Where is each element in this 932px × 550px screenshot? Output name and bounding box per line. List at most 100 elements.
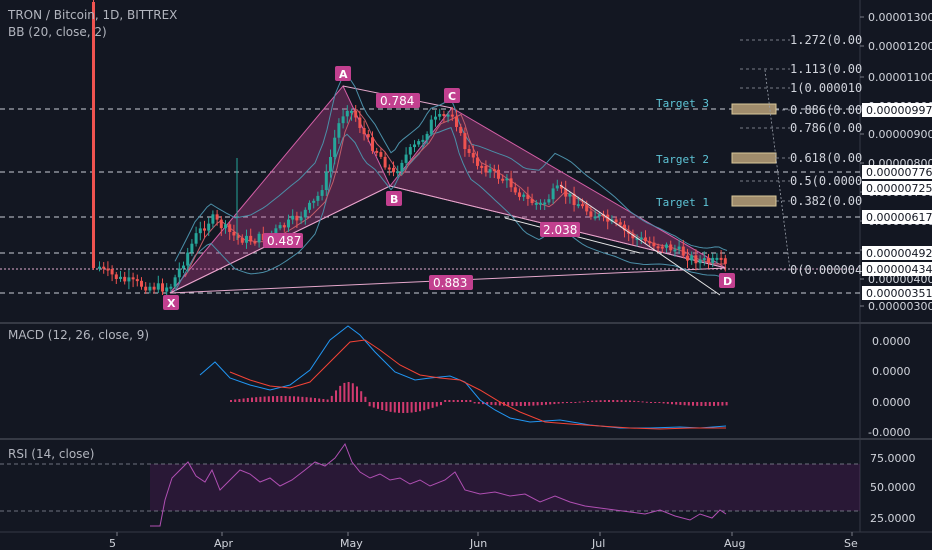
candle [492, 169, 496, 172]
candle [329, 156, 332, 172]
point-d-label: D [723, 275, 732, 288]
macd-bar [511, 402, 514, 406]
candle [366, 134, 370, 138]
fib-label: 0.786(0.00 [790, 121, 862, 135]
macd-bar [293, 396, 295, 402]
candle [245, 235, 248, 243]
macd-bar [246, 397, 249, 402]
macd-bar [599, 400, 602, 402]
price-tag-box [862, 181, 932, 195]
macd-bar [234, 399, 237, 402]
candle [534, 202, 538, 205]
macd-bar [717, 402, 720, 406]
target-2-box[interactable] [731, 152, 777, 164]
time-tick-label: Aug [724, 537, 745, 550]
macd-bar [612, 400, 615, 402]
macd-bar [385, 402, 388, 412]
macd-bar [242, 398, 245, 402]
candle [282, 225, 286, 228]
candle [656, 246, 660, 249]
macd-bar [553, 402, 556, 405]
price-tags: 0.00000997 0.00000776 0.00000725 0.00000617… [862, 103, 932, 300]
macd-bar [284, 396, 287, 402]
ratio-xb-badge[interactable] [263, 233, 303, 248]
price-tag-box [862, 262, 932, 276]
candle [345, 110, 349, 117]
candle [480, 165, 484, 168]
candle [358, 117, 362, 128]
candle [585, 204, 589, 212]
time-tick-label: Jul [591, 537, 605, 550]
macd-bar [658, 402, 661, 403]
candle [669, 244, 673, 251]
target-3-box[interactable] [731, 103, 777, 115]
macd-bar [721, 402, 724, 406]
macd-title: MACD (12, 26, close, 9) [8, 328, 149, 342]
macd-axis[interactable]: 0.0000 0.0000 0.0000 -0.0000 [868, 335, 911, 439]
macd-bar [603, 400, 606, 402]
candle [686, 255, 689, 261]
macd-bar [713, 402, 715, 406]
rsi-tick: 50.0000 [870, 481, 916, 494]
macd-bar [322, 398, 325, 402]
macd-bar [532, 402, 535, 406]
candles [92, 0, 727, 299]
candle [488, 169, 492, 173]
candle [312, 200, 316, 203]
point-a-badge[interactable] [335, 66, 351, 81]
candle [652, 242, 656, 247]
candle [404, 154, 408, 163]
candle [287, 219, 290, 228]
macd-bar [708, 402, 711, 406]
price-tag-box [862, 246, 932, 260]
ratio-ac-badge[interactable] [376, 93, 420, 108]
fib-label: 0.382(0.00 [790, 194, 862, 208]
candle [560, 185, 563, 189]
candle [539, 202, 542, 205]
macd-bar [406, 402, 409, 413]
macd-bar [591, 400, 594, 402]
point-d-badge[interactable] [719, 273, 735, 288]
macd-bar [654, 402, 657, 403]
price-tag-box [862, 165, 932, 179]
macd-bar [557, 402, 560, 404]
price-tag-label: 0.00000434 [866, 263, 932, 276]
candle [383, 156, 387, 168]
projection-line [764, 69, 791, 271]
macd-bar [452, 400, 455, 402]
macd-panel[interactable] [0, 324, 860, 438]
rsi-axis[interactable]: 75.0000 50.0000 25.0000 [870, 452, 916, 525]
target-2-label: Target 2 [656, 153, 709, 166]
bb-lower-band [174, 126, 728, 292]
time-tick-label: Se [844, 537, 858, 550]
price-tick-label: 0.00000900 [868, 128, 932, 141]
point-b-badge[interactable] [386, 191, 402, 206]
fib-label: 0.5(0.0000 [790, 174, 862, 188]
candle [471, 152, 475, 158]
ratio-bd-badge[interactable] [540, 222, 580, 237]
macd-bar [582, 401, 585, 403]
price-tag-box [862, 210, 932, 224]
trend-line-lower[interactable] [559, 184, 721, 296]
macd-bar [440, 402, 442, 406]
candle [123, 276, 127, 282]
macd-bar [393, 402, 396, 413]
candle [173, 277, 177, 287]
macd-histogram [230, 382, 728, 413]
ratio-xd-badge[interactable] [429, 275, 473, 290]
rsi-line [150, 442, 727, 527]
candle [673, 249, 677, 252]
candle [131, 277, 135, 280]
candle [476, 157, 479, 166]
time-axis[interactable]: 5 Apr May Jun Jul Aug Se [109, 532, 858, 550]
point-x-badge[interactable] [163, 295, 179, 310]
candle [698, 259, 702, 264]
macd-bar [683, 402, 686, 406]
candle [639, 237, 643, 240]
macd-bar [444, 400, 447, 402]
point-c-badge[interactable] [444, 88, 460, 103]
candle [497, 169, 500, 179]
target-1-box[interactable] [731, 195, 777, 207]
macd-bar [297, 396, 300, 402]
